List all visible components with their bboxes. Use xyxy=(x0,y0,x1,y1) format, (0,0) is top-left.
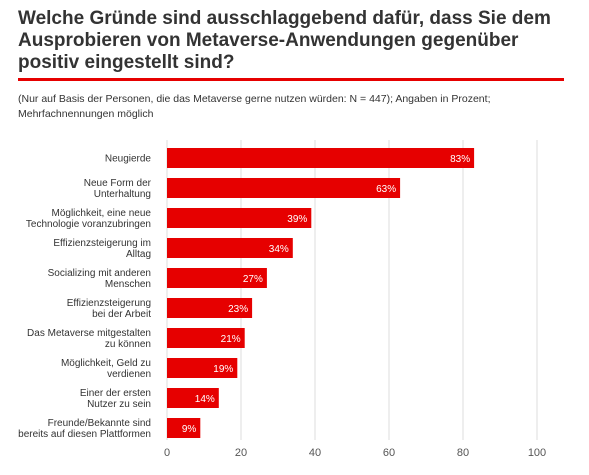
chart-title: Welche Gründe sind ausschlaggebend dafür… xyxy=(18,8,551,73)
x-tick-label: 80 xyxy=(457,447,469,459)
category-label: Freunde/Bekannte sind bereits auf diesen … xyxy=(18,418,151,440)
bar-value-label: 9% xyxy=(182,424,197,435)
category-label: Effizienzsteigerung im Alltag xyxy=(53,238,151,260)
bar xyxy=(167,148,475,168)
bar-value-label: 83% xyxy=(450,154,470,165)
bar-value-label: 63% xyxy=(376,184,396,195)
category-label: Effizienzsteigerung bei der Arbeit xyxy=(67,298,152,320)
x-tick-label: 20 xyxy=(235,447,247,459)
chart-subtitle: (Nur auf Basis der Personen, die das Met… xyxy=(18,93,491,120)
category-label: Das Metaverse mitgestalten zu können xyxy=(27,328,151,350)
bar xyxy=(167,208,312,228)
x-tick-label: 60 xyxy=(383,447,395,459)
bar xyxy=(167,178,401,198)
bar-value-label: 23% xyxy=(228,304,248,315)
bar xyxy=(167,268,267,288)
category-label: Möglichkeit, eine neue Technologie voranz… xyxy=(26,208,152,230)
bar-value-label: 34% xyxy=(269,244,289,255)
category-label: Neue Form der Unterhaltung xyxy=(84,178,152,200)
bar-value-label: 19% xyxy=(213,364,233,375)
bar xyxy=(167,388,219,408)
bar-value-label: 21% xyxy=(221,334,241,345)
title-divider xyxy=(18,78,564,81)
bar xyxy=(167,328,245,348)
x-tick-label: 40 xyxy=(309,447,321,459)
x-tick-label: 0 xyxy=(164,447,170,459)
bar-value-label: 14% xyxy=(195,394,215,405)
bar-value-label: 27% xyxy=(243,274,263,285)
bar xyxy=(167,418,201,438)
bar xyxy=(167,238,293,258)
bar-value-label: 39% xyxy=(287,214,307,225)
x-tick-label: 100 xyxy=(528,447,546,459)
bar xyxy=(167,358,238,378)
category-label: Möglichkeit, Geld zu verdienen xyxy=(61,358,151,380)
category-label: Socializing mit anderen Menschen xyxy=(48,268,151,290)
category-label: Neugierde xyxy=(105,154,152,165)
bar xyxy=(167,298,253,318)
category-label: Einer der ersten Nutzer zu sein xyxy=(80,388,151,410)
